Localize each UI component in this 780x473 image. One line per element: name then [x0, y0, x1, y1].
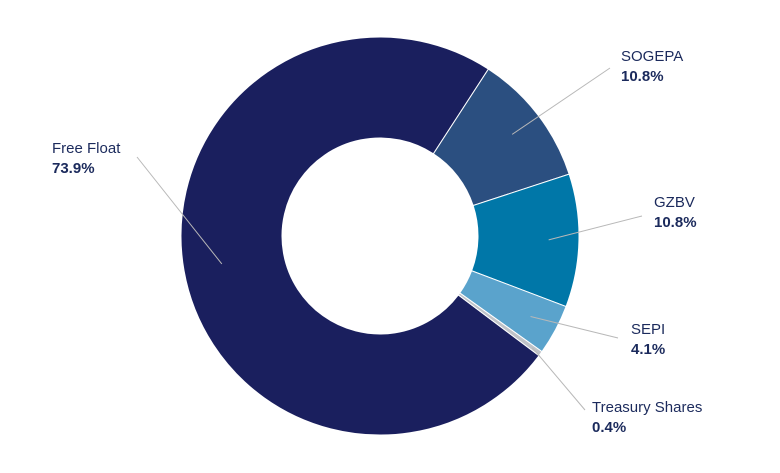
slice-label-name-treasury-shares: Treasury Shares: [592, 399, 702, 416]
slice-label-value-free-float: 73.9%: [52, 160, 95, 177]
leader-lines: [136, 67, 643, 411]
slice-label-name-sepi: SEPI: [631, 321, 665, 338]
leader-line-sogepa: [511, 67, 611, 135]
slice-label-value-sogepa: 10.8%: [621, 68, 664, 85]
slice-free-float: [180, 36, 540, 436]
donut-slices: [180, 36, 580, 436]
slice-label-name-gzbv: GZBV: [654, 194, 695, 211]
leader-line-sepi: [530, 316, 619, 339]
slice-label-value-treasury-shares: 0.4%: [592, 419, 626, 436]
leader-line-free-float: [136, 156, 223, 265]
slice-treasury-shares: [457, 292, 543, 357]
slice-label-value-sepi: 4.1%: [631, 341, 665, 358]
slice-labels: Free Float 73.9% SOGEPA 10.8% GZBV 10.8% SEPI 4…: [52, 48, 702, 436]
slice-label-name-free-float: Free Float: [52, 140, 121, 157]
slice-label-value-gzbv: 10.8%: [654, 214, 697, 231]
slice-label-name-sogepa: SOGEPA: [621, 48, 683, 65]
leader-line-treasury-shares: [531, 347, 586, 411]
leader-line-gzbv: [548, 215, 643, 241]
